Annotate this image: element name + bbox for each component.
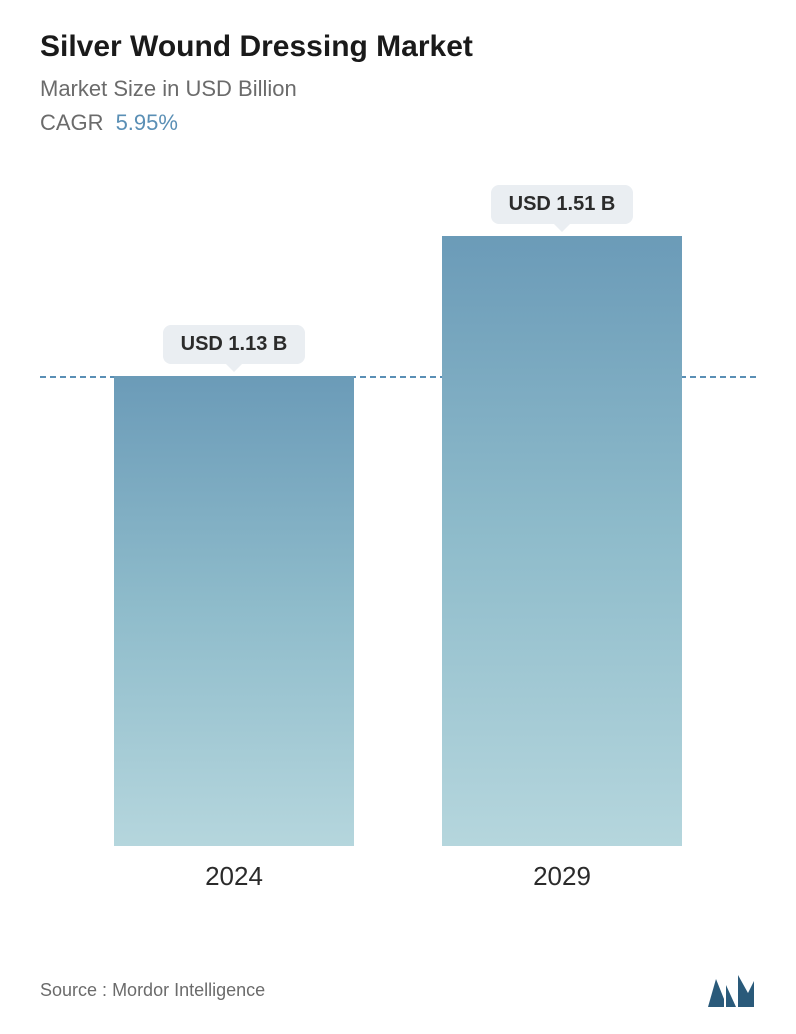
cagr-label: CAGR: [40, 110, 104, 136]
chart-container: Silver Wound Dressing Market Market Size…: [0, 0, 796, 1034]
year-label-2024: 2024: [114, 861, 354, 892]
year-labels-row: 2024 2029: [40, 846, 756, 892]
bar-2029: [442, 236, 682, 846]
chart-subtitle: Market Size in USD Billion: [40, 76, 756, 102]
chart-title: Silver Wound Dressing Market: [40, 30, 756, 64]
value-label-2024: USD 1.13 B: [163, 325, 306, 364]
cagr-value: 5.95%: [116, 110, 178, 136]
source-name: Mordor Intelligence: [112, 980, 265, 1000]
value-label-2029: USD 1.51 B: [491, 185, 634, 224]
source-label: Source :: [40, 980, 107, 1000]
source-text: Source : Mordor Intelligence: [40, 980, 265, 1001]
bar-group-2024: USD 1.13 B: [114, 325, 354, 846]
mordor-logo-icon: [706, 971, 756, 1009]
chart-footer: Source : Mordor Intelligence: [40, 971, 756, 1009]
year-label-2029: 2029: [442, 861, 682, 892]
bar-2024: [114, 376, 354, 846]
cagr-row: CAGR 5.95%: [40, 110, 756, 136]
chart-area: USD 1.13 B USD 1.51 B: [40, 186, 756, 846]
bar-group-2029: USD 1.51 B: [442, 185, 682, 846]
bars-container: USD 1.13 B USD 1.51 B: [40, 186, 756, 846]
